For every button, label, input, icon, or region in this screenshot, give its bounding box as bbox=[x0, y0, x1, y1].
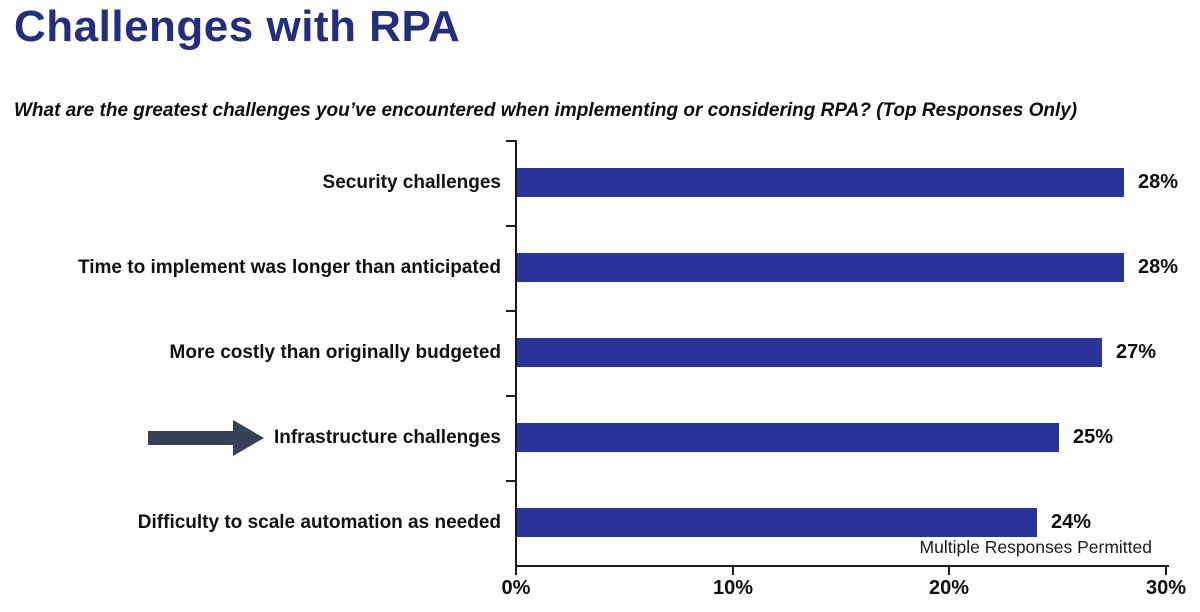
chart-row: Difficulty to scale automation as needed… bbox=[0, 480, 1200, 565]
x-axis-tick-label: 30% bbox=[1145, 577, 1187, 599]
bar-value-label: 28% bbox=[1138, 171, 1179, 193]
x-axis-tick-label: 10% bbox=[712, 577, 754, 599]
category-label: Difficulty to scale automation as needed bbox=[137, 511, 501, 533]
x-axis-tick-label: 0% bbox=[501, 577, 531, 599]
bar-rows: Security challenges 28% Time to implement … bbox=[0, 140, 1200, 565]
x-axis-tick bbox=[1165, 567, 1167, 575]
bar-value-label: 25% bbox=[1073, 426, 1114, 448]
footnote: Multiple Responses Permitted bbox=[919, 537, 1152, 557]
category-label: Infrastructure challenges bbox=[0, 419, 517, 456]
bar bbox=[517, 168, 1124, 197]
bar-cell: 24% bbox=[517, 480, 1200, 565]
bar bbox=[517, 338, 1102, 367]
x-axis-tick bbox=[732, 567, 734, 575]
bar-cell: 28% bbox=[517, 140, 1200, 225]
x-axis-tick bbox=[948, 567, 950, 575]
y-axis-line bbox=[515, 140, 517, 567]
chart-row: More costly than originally budgeted 27% bbox=[0, 310, 1200, 395]
bar-value-label: 27% bbox=[1116, 341, 1157, 363]
bar bbox=[517, 508, 1037, 537]
survey-question: What are the greatest challenges you’ve … bbox=[14, 100, 1078, 121]
bar-chart: Security challenges 28% Time to implement … bbox=[0, 140, 1200, 599]
x-axis-tick-label: 20% bbox=[928, 577, 970, 599]
bar bbox=[517, 423, 1059, 452]
x-axis-line bbox=[515, 565, 1169, 567]
bar-cell: 27% bbox=[517, 310, 1200, 395]
category-label: Time to implement was longer than antici… bbox=[77, 256, 501, 278]
bar bbox=[517, 253, 1124, 282]
y-axis-tick bbox=[506, 310, 515, 312]
y-axis-tick bbox=[506, 480, 515, 482]
bar-cell: 28% bbox=[517, 225, 1200, 310]
chart-row: Infrastructure challenges 25% bbox=[0, 395, 1200, 480]
chart-row: Security challenges 28% bbox=[0, 140, 1200, 225]
y-axis-tick bbox=[506, 225, 515, 227]
x-axis-tick bbox=[515, 567, 517, 575]
category-label: Security challenges bbox=[322, 171, 501, 193]
y-axis-tick bbox=[506, 395, 515, 397]
bar-cell: 25% bbox=[517, 395, 1200, 480]
pointer-arrow-icon bbox=[148, 419, 264, 456]
bar-value-label: 28% bbox=[1138, 256, 1179, 278]
bar-value-label: 24% bbox=[1051, 511, 1092, 533]
category-label: More costly than originally budgeted bbox=[169, 341, 501, 363]
y-axis-tick bbox=[506, 140, 515, 142]
page-title: Challenges with RPA bbox=[14, 2, 461, 51]
chart-row: Time to implement was longer than antici… bbox=[0, 225, 1200, 310]
